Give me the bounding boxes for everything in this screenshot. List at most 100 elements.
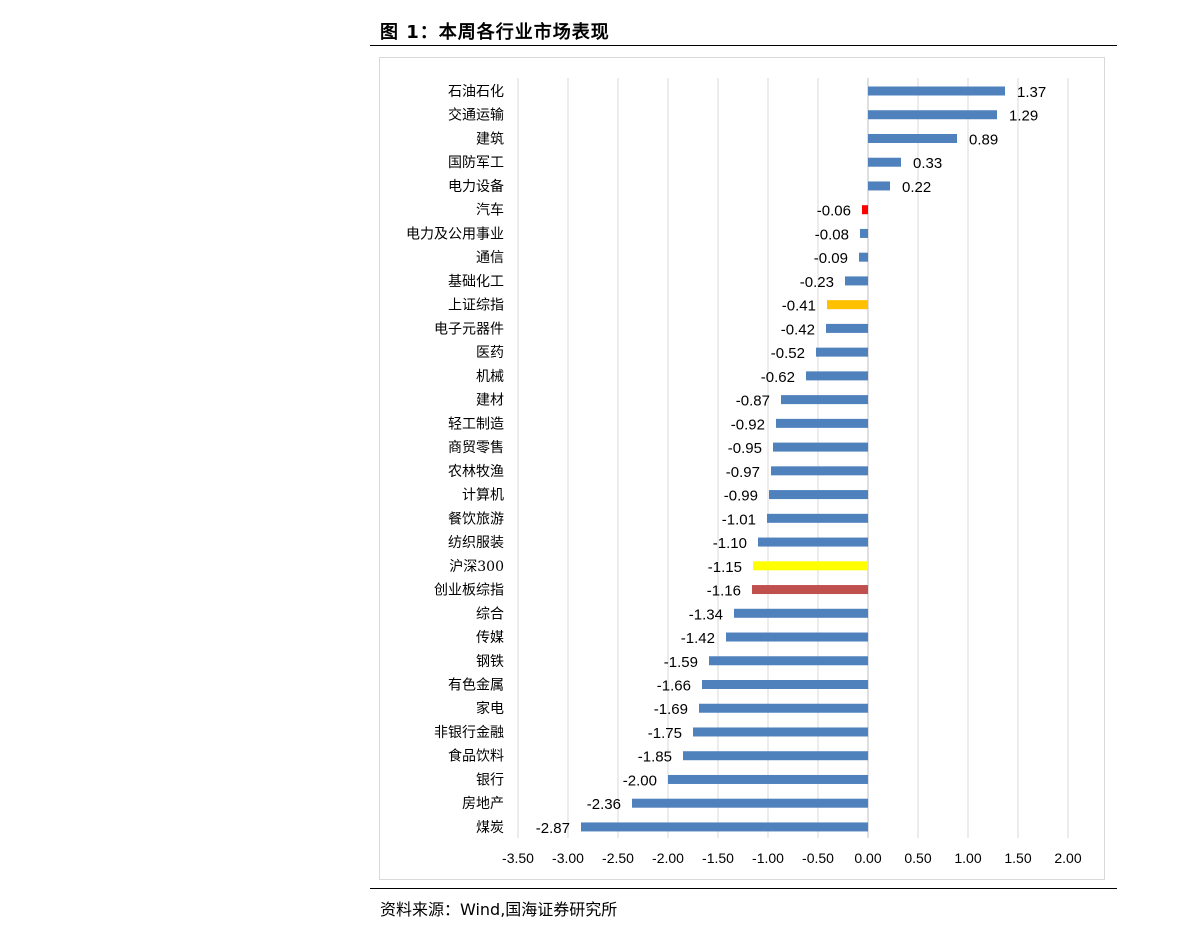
category-label: 有色金属 bbox=[448, 677, 504, 694]
bar bbox=[683, 751, 868, 761]
category-label: 农林牧渔 bbox=[448, 464, 504, 480]
bar bbox=[826, 323, 868, 333]
bar bbox=[693, 727, 868, 737]
category-label: 商贸零售 bbox=[448, 440, 504, 456]
value-label: -1.66 bbox=[657, 678, 691, 695]
bar bbox=[769, 490, 868, 500]
bar bbox=[816, 347, 868, 357]
category-label: 纺织服装 bbox=[448, 535, 504, 551]
chart-frame bbox=[379, 57, 1105, 880]
x-tick-label: -3.00 bbox=[552, 850, 584, 866]
value-label: -0.99 bbox=[724, 488, 758, 505]
category-label: 电子元器件 bbox=[434, 321, 504, 337]
category-label: 轻工制造 bbox=[448, 416, 504, 432]
value-label: -0.09 bbox=[814, 250, 848, 267]
category-label: 钢铁 bbox=[476, 654, 504, 670]
gridlines bbox=[517, 78, 1069, 838]
category-label: 建材 bbox=[476, 393, 504, 409]
category-label: 家电 bbox=[476, 700, 504, 717]
bar bbox=[868, 86, 1005, 96]
value-labels: 1.37 1.29 0.89 0.33 0.22 -0.06 -0.08 -0.09 -0.23… bbox=[536, 84, 1046, 837]
bar bbox=[699, 703, 868, 713]
bar bbox=[767, 513, 868, 523]
bar bbox=[868, 133, 957, 143]
value-label: -2.36 bbox=[587, 796, 621, 813]
category-label: 石油石化 bbox=[448, 84, 504, 100]
value-label: -2.87 bbox=[536, 820, 570, 837]
category-label: 传媒 bbox=[476, 630, 504, 646]
value-label: -2.00 bbox=[623, 772, 657, 789]
value-label: -1.59 bbox=[664, 654, 698, 671]
x-tick-label: 0.50 bbox=[904, 850, 931, 866]
bar bbox=[776, 418, 868, 428]
category-label: 医药 bbox=[476, 345, 504, 361]
x-tick-label: -1.50 bbox=[702, 850, 734, 866]
bar bbox=[709, 656, 868, 666]
bar bbox=[859, 252, 868, 262]
bars bbox=[581, 86, 1005, 832]
category-label: 食品饮料 bbox=[448, 748, 504, 765]
value-label: -0.23 bbox=[800, 274, 834, 291]
category-label: 机械 bbox=[476, 369, 504, 385]
category-label: 房地产 bbox=[462, 796, 504, 812]
value-label: 0.89 bbox=[969, 131, 998, 148]
category-label: 电力及公用事业 bbox=[406, 226, 504, 242]
x-tick-label: -2.00 bbox=[652, 850, 684, 866]
value-label: -0.97 bbox=[726, 464, 760, 481]
value-label: 0.22 bbox=[902, 179, 931, 196]
x-tick-label: 0.00 bbox=[854, 850, 881, 866]
value-label: -1.15 bbox=[708, 559, 742, 576]
value-label: -1.85 bbox=[638, 749, 672, 766]
value-label: -1.42 bbox=[681, 630, 715, 647]
bar bbox=[726, 632, 868, 642]
bar bbox=[773, 442, 868, 452]
value-label: -1.69 bbox=[654, 701, 688, 718]
value-label: 1.37 bbox=[1017, 84, 1046, 101]
bar bbox=[632, 798, 868, 808]
category-label: 上证综指 bbox=[448, 298, 504, 314]
value-label: -0.87 bbox=[736, 393, 770, 410]
value-label: -1.16 bbox=[707, 583, 741, 600]
bar bbox=[702, 680, 868, 689]
value-label: -1.10 bbox=[713, 535, 747, 552]
x-tick-label: -1.00 bbox=[752, 850, 784, 866]
category-label: 基础化工 bbox=[448, 273, 504, 290]
value-label: -0.42 bbox=[781, 321, 815, 338]
value-label: 1.29 bbox=[1009, 108, 1038, 125]
x-tick-labels: -3.50 -3.00 -2.50 -2.00 -1.50 -1.00 -0.50 0.00 0… bbox=[502, 850, 1082, 866]
category-labels: 石油石化交通运输建筑国防军工电力设备汽车电力及公用事业通信基础化工上证综指电子元… bbox=[406, 84, 504, 836]
value-label: -0.41 bbox=[782, 298, 816, 315]
value-label: -1.01 bbox=[722, 511, 756, 528]
category-label: 沪深300 bbox=[449, 559, 504, 575]
x-tick-label: 1.50 bbox=[1004, 850, 1031, 866]
x-tick-label: -0.50 bbox=[802, 850, 834, 866]
bar bbox=[868, 110, 997, 120]
figure-title: 图 1：本周各行业市场表现 bbox=[380, 22, 610, 43]
bar bbox=[868, 181, 890, 191]
category-label: 非银行金融 bbox=[434, 725, 504, 741]
bar bbox=[781, 395, 868, 405]
value-label: -0.92 bbox=[731, 416, 765, 433]
x-tick-label: -2.50 bbox=[602, 850, 634, 866]
category-label: 煤炭 bbox=[476, 820, 504, 836]
bar bbox=[806, 371, 868, 381]
bar bbox=[734, 608, 868, 618]
top-rule bbox=[370, 45, 1117, 46]
bar bbox=[758, 537, 868, 547]
bar bbox=[862, 205, 868, 215]
value-label: -0.52 bbox=[771, 345, 805, 362]
bar bbox=[752, 585, 868, 595]
bar bbox=[827, 300, 868, 310]
bar bbox=[845, 276, 868, 286]
value-label: -1.75 bbox=[648, 725, 682, 742]
category-label: 国防军工 bbox=[448, 155, 504, 171]
value-label: 0.33 bbox=[913, 155, 942, 172]
bar bbox=[860, 228, 868, 238]
category-label: 综合 bbox=[476, 606, 504, 622]
x-tick-label: -3.50 bbox=[502, 850, 534, 866]
value-label: -0.06 bbox=[817, 203, 851, 220]
category-label: 汽车 bbox=[476, 202, 504, 219]
category-label: 银行 bbox=[476, 772, 504, 788]
category-label: 交通运输 bbox=[448, 107, 504, 124]
